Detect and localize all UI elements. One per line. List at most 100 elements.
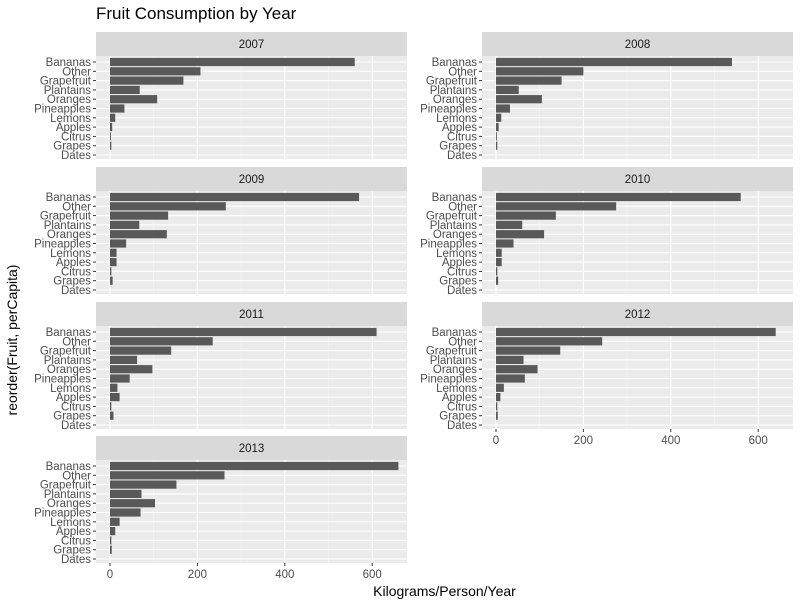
y-tick-label: Bananas	[432, 327, 478, 339]
y-tick-label: Grapes	[53, 411, 91, 423]
facet-strip-label: 2013	[239, 443, 265, 455]
bar-citrus	[496, 132, 497, 141]
bar-oranges	[496, 95, 542, 104]
x-tick-label: 200	[574, 435, 593, 447]
y-tick-label: Grapes	[439, 276, 477, 288]
facet-panel-2011: 2011 BananasOtherGrapefruitPlantainsOrang…	[34, 302, 407, 432]
y-tick-label: Other	[62, 66, 91, 78]
y-tick-label: Grapefruit	[40, 480, 92, 492]
facet-strip	[96, 167, 407, 191]
y-tick-label: Apples	[56, 257, 91, 269]
y-tick-label: Other	[448, 66, 477, 78]
bar-lemons	[496, 383, 504, 392]
y-tick-label: Bananas	[46, 327, 92, 339]
y-tick-label: Oranges	[433, 364, 477, 376]
bar-apples	[110, 123, 113, 132]
x-tick-label: 200	[188, 569, 207, 581]
bar-oranges	[110, 95, 158, 104]
bar-apples	[496, 393, 501, 402]
bar-grapefruit	[110, 480, 177, 489]
facet-strip-label: 2007	[239, 39, 265, 51]
facet-panel-2010: 2010 BananasOtherGrapefruitPlantainsOrang…	[420, 167, 793, 297]
y-tick-label: Plantains	[430, 355, 478, 367]
y-tick-label: Lemons	[436, 248, 477, 260]
x-tick-label: 0	[493, 435, 499, 447]
y-tick-label: Citrus	[447, 401, 477, 413]
bar-oranges	[110, 499, 156, 508]
bar-plantains	[110, 85, 140, 94]
bar-other	[110, 337, 213, 346]
facet-strip-label: 2010	[625, 174, 651, 186]
y-tick-label: Grapes	[439, 411, 477, 423]
facet-strip-label: 2011	[239, 309, 264, 321]
bar-lemons	[110, 113, 116, 122]
y-tick-label: Oranges	[47, 498, 91, 510]
bar-other	[110, 67, 201, 76]
y-tick-label: Grapes	[53, 141, 91, 153]
y-tick-label: Plantains	[430, 85, 478, 97]
facet-strip	[96, 32, 407, 56]
y-tick-label: Grapefruit	[426, 76, 478, 88]
y-tick-label: Oranges	[433, 229, 477, 241]
y-tick-label: Bananas	[432, 192, 478, 204]
y-tick-label: Lemons	[436, 113, 477, 125]
bar-plantains	[496, 85, 519, 94]
y-tick-label: Pineapples	[34, 104, 91, 116]
bar-citrus	[496, 402, 498, 411]
y-tick-label: Dates	[61, 150, 91, 162]
bar-other	[110, 202, 226, 211]
bar-bananas	[496, 327, 776, 337]
bar-pineapples	[110, 239, 127, 248]
bar-bananas	[496, 192, 741, 202]
bar-lemons	[110, 248, 117, 257]
facet-strip	[96, 302, 407, 326]
y-tick-label: Grapefruit	[40, 211, 92, 223]
bar-apples	[496, 123, 499, 132]
bar-pineapples	[110, 104, 125, 113]
bar-grapes	[110, 411, 114, 420]
y-tick-label: Oranges	[47, 364, 91, 376]
y-tick-label: Citrus	[61, 535, 91, 547]
y-tick-label: Plantains	[44, 355, 92, 367]
bar-grapefruit	[496, 76, 562, 85]
y-tick-label: Dates	[61, 554, 91, 566]
y-tick-label: Other	[62, 201, 91, 213]
y-tick-label: Dates	[447, 285, 477, 297]
y-tick-label: Citrus	[61, 131, 91, 143]
facet-strip-label: 2008	[625, 39, 651, 51]
bar-other	[496, 202, 617, 211]
bar-apples	[496, 258, 502, 267]
bar-bananas	[110, 461, 399, 471]
facet-panel-2008: 2008 BananasOtherGrapefruitPlantainsOrang…	[420, 32, 793, 162]
y-tick-label: Bananas	[46, 192, 92, 204]
facet-panel-2007: 2007 BananasOtherGrapefruitPlantainsOrang…	[34, 32, 407, 162]
y-tick-label: Lemons	[50, 517, 91, 529]
facet-panel-2009: 2009 BananasOtherGrapefruitPlantainsOrang…	[34, 167, 407, 297]
y-tick-label: Grapefruit	[40, 346, 92, 358]
y-tick-label: Grapefruit	[40, 76, 92, 88]
y-tick-label: Plantains	[44, 489, 92, 501]
bar-plantains	[110, 489, 142, 498]
y-tick-label: Plantains	[44, 85, 92, 97]
y-tick-label: Dates	[447, 420, 477, 432]
facet-strip	[482, 32, 793, 56]
bar-grapefruit	[110, 76, 184, 85]
bar-grapes	[110, 545, 112, 554]
y-tick-label: Citrus	[447, 131, 477, 143]
y-tick-label: Citrus	[61, 266, 91, 278]
bar-citrus	[110, 132, 111, 141]
y-tick-label: Apples	[56, 122, 91, 134]
y-tick-label: Apples	[56, 526, 91, 538]
chart-title: Fruit Consumption by Year	[96, 4, 297, 23]
bar-citrus	[110, 402, 112, 411]
bar-lemons	[110, 383, 118, 392]
bar-bananas	[110, 192, 360, 202]
y-tick-label: Dates	[61, 420, 91, 432]
y-tick-label: Grapefruit	[426, 346, 478, 358]
bar-plantains	[110, 220, 140, 229]
y-tick-label: Other	[448, 336, 477, 348]
y-tick-label: Other	[62, 470, 91, 482]
facet-panel-2012: 2012 BananasOtherGrapefruitPlantainsOrang…	[420, 302, 793, 447]
y-tick-label: Oranges	[47, 229, 91, 241]
bar-grapes	[110, 141, 112, 150]
